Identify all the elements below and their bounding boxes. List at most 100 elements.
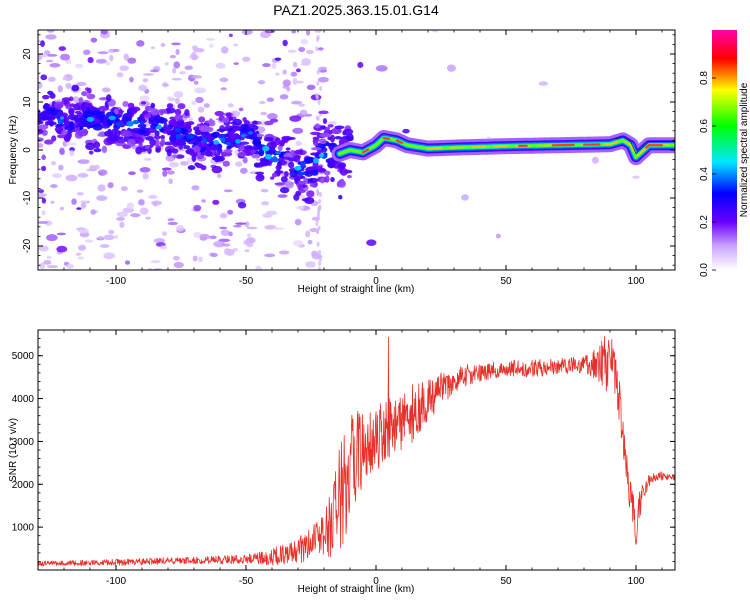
spectrogram-noise-blob: [301, 58, 312, 65]
spectrogram-noise-blob: [46, 53, 58, 57]
spectrogram-noise-blob: [184, 65, 193, 70]
spectrogram-bright-blob: [271, 156, 278, 162]
spectrogram-noise-blob: [171, 42, 181, 46]
spectrogram-band-blob: [121, 129, 132, 137]
spectrogram-noise-blob: [266, 97, 275, 102]
spectrogram-noise-blob: [296, 80, 304, 84]
spectrogram-bright-blob: [225, 141, 232, 146]
spectrogram-band-blob: [74, 110, 82, 115]
spectrogram-band-blob: [279, 186, 290, 194]
colorbar-tick-label: 0.0: [699, 263, 710, 277]
spectrogram-noise-blob: [116, 72, 124, 78]
spectrogram-band-blob: [327, 162, 336, 169]
spectrogram-noise-blob: [292, 77, 298, 86]
spectrogram-noise-blob: [201, 199, 206, 203]
spectrogram-band-blob: [309, 183, 315, 188]
spectrogram-noise-blob: [99, 244, 110, 248]
snr-x-tick-label: 100: [628, 576, 645, 587]
spectrogram-bright-blob: [219, 134, 226, 139]
spectrogram-band-blob: [225, 112, 232, 118]
spectrogram-band-blob: [320, 125, 326, 130]
spectrogram-band-blob: [63, 134, 71, 143]
spectrogram-band-blob: [174, 154, 185, 159]
spectrogram-noise-blob: [220, 46, 229, 54]
spectrogram-streak-blob: [319, 85, 323, 91]
spectrogram-bright-blob: [175, 133, 183, 140]
spectrogram-bright-blob: [174, 128, 181, 132]
spectrogram-band-blob: [183, 145, 190, 150]
spectrogram-noise-blob: [87, 57, 94, 64]
spectrogram-noise-blob: [197, 106, 205, 113]
spectrogram-noise-blob: [138, 199, 145, 206]
spectrogram-band-blob: [230, 135, 236, 140]
spectrogram-noise-blob: [167, 221, 178, 226]
spectrogram-noise-blob: [375, 65, 388, 72]
spectrogram-noise-blob: [275, 72, 280, 76]
snr-x-tick-label: -50: [239, 576, 254, 587]
spectrogram-band-blob: [38, 120, 44, 125]
spectrogram-band-blob: [229, 130, 235, 137]
spectrogram-band-blob: [283, 171, 289, 177]
spectrogram-streak-blob: [318, 198, 322, 204]
spectrogram-noise-blob: [282, 39, 288, 47]
spectrogram-noise-blob: [291, 30, 297, 34]
colorbar-tick-label: 0.4: [699, 167, 710, 181]
spectrogram-noise-blob: [176, 224, 185, 232]
spectrogram-band-blob: [338, 162, 347, 169]
spectrogram-streak-blob: [315, 221, 319, 227]
spectrogram-ridge-peak-red: [395, 139, 404, 144]
spectrogram-noise-blob: [258, 101, 266, 104]
spectrogram-noise-blob: [71, 198, 77, 205]
spectrogram-noise-blob: [123, 53, 129, 61]
spectrogram-band-blob: [196, 137, 202, 142]
spectrogram-noise-blob: [317, 76, 329, 83]
spectrogram-noise-blob: [446, 64, 456, 72]
spectrogram-noise-blob: [160, 43, 166, 47]
spectrogram-band-blob: [44, 121, 50, 126]
spectrogram-noise-blob: [164, 62, 169, 66]
spectrogram-band-blob: [243, 120, 250, 125]
spectrogram-noise-blob: [194, 87, 207, 94]
spectrogram-noise-blob: [306, 84, 316, 91]
spectrogram-noise-blob: [95, 58, 107, 64]
spectrogram-band-blob: [92, 123, 103, 131]
spectrogram-noise-blob: [41, 165, 47, 172]
spectrogram-noise-blob: [130, 213, 141, 218]
spectrogram-noise-blob: [47, 76, 56, 82]
spectrogram-noise-blob: [115, 216, 126, 221]
spectrogram-band-blob: [307, 177, 319, 183]
spectrogram-band-blob: [93, 148, 102, 153]
spectrogram-noise-blob: [172, 255, 181, 261]
spectrogram-noise-blob: [124, 260, 131, 265]
spectrogram-band-blob: [54, 126, 63, 133]
spectrogram-noise-blob: [62, 76, 67, 81]
spectrogram-noise-blob: [38, 193, 47, 198]
spectrogram-band-blob: [232, 127, 241, 132]
spectrogram-noise-blob: [173, 61, 181, 69]
colorbar: 0.0 0.2 0.4 0.6 0.8 Normalized spectral ampl…: [699, 30, 750, 277]
spectrogram-band-blob: [38, 124, 49, 130]
spectrogram-band-blob: [313, 140, 319, 146]
spectrogram-noise-blob: [220, 87, 227, 91]
spectrogram-band-blob: [208, 118, 214, 126]
spectrogram-noise-blob: [38, 143, 44, 149]
spectrogram-band-blob: [150, 108, 160, 116]
spectrogram-streak-blob: [317, 100, 321, 106]
spectrogram-noise-blob: [278, 250, 290, 255]
spectrogram-streak-blob: [316, 115, 320, 121]
spectrogram-band-blob: [293, 155, 301, 163]
spectrogram-bright-blob: [275, 150, 282, 155]
spectrogram-y-tick-label: 20: [22, 48, 33, 60]
spectrogram-band-blob: [264, 120, 274, 126]
spectrogram-noise-blob: [162, 170, 168, 177]
spectrogram-noise-blob: [98, 235, 104, 240]
spectrogram-band-blob: [277, 194, 288, 198]
spectrogram-noise-blob: [174, 97, 181, 105]
spectrogram-noise-blob: [212, 199, 220, 205]
spectrogram-noise-blob: [262, 213, 273, 219]
spectrogram-band-blob: [160, 135, 166, 140]
spectrogram-noise-blob: [76, 192, 84, 196]
spectrogram-band-blob: [294, 149, 304, 155]
spectrogram-noise-blob: [282, 79, 292, 87]
spectrogram-band-blob: [304, 196, 315, 205]
